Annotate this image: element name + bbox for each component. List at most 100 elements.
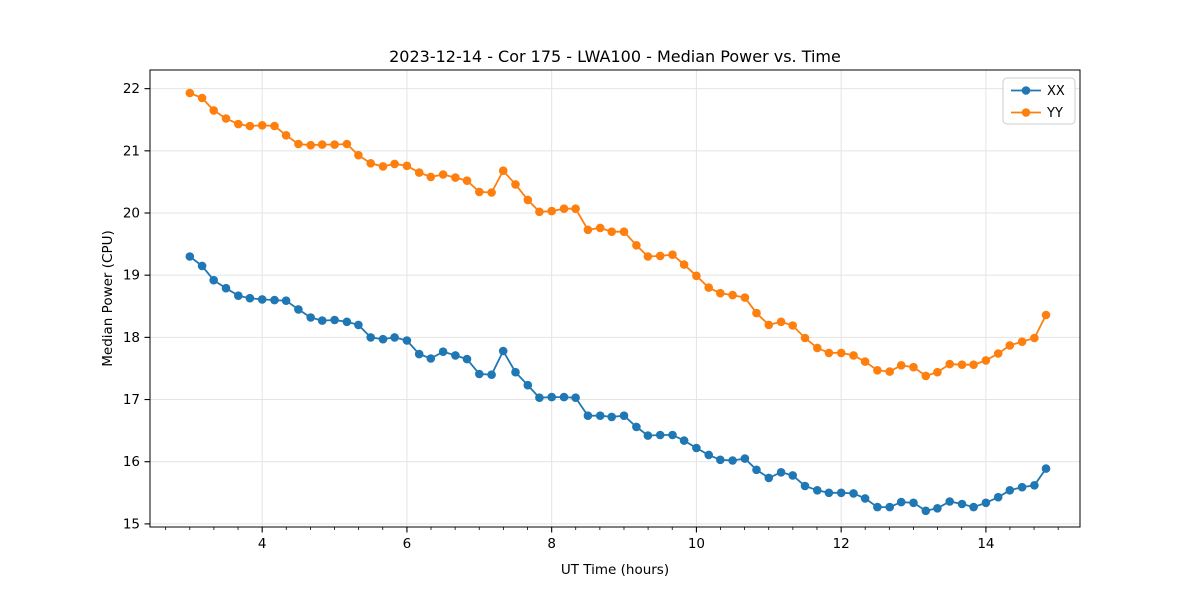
data-point-marker	[668, 430, 677, 440]
data-point-marker	[462, 176, 472, 185]
data-point-marker	[378, 334, 388, 344]
data-point-marker	[607, 412, 616, 422]
data-point-marker	[668, 250, 677, 259]
data-point-marker	[692, 443, 701, 453]
data-point-marker	[547, 206, 556, 216]
data-point-marker	[270, 121, 279, 131]
data-point-marker	[390, 159, 399, 169]
data-point-marker	[885, 502, 894, 512]
data-point-marker	[306, 140, 316, 150]
data-point-marker	[800, 333, 810, 343]
data-point-marker	[643, 252, 653, 261]
y-axis-label: Median Power (CPU)	[100, 230, 116, 366]
data-point-marker	[679, 260, 689, 269]
data-point-marker	[426, 354, 436, 363]
data-point-marker	[294, 139, 303, 149]
data-point-marker	[740, 454, 750, 463]
data-point-marker	[451, 351, 460, 360]
data-point-marker	[969, 502, 978, 512]
data-point-marker	[824, 348, 834, 358]
x-tick-label: 8	[547, 536, 556, 552]
data-point-marker	[704, 283, 713, 292]
data-point-marker	[245, 121, 255, 131]
data-point-marker	[957, 499, 967, 509]
data-point-marker	[813, 486, 822, 495]
data-point-marker	[402, 336, 412, 345]
y-tick-label: 22	[123, 81, 140, 97]
legend-swatch-marker	[1021, 108, 1031, 117]
data-point-marker	[330, 315, 339, 325]
data-point-marker	[776, 468, 786, 477]
data-point-marker	[716, 288, 725, 298]
data-point-marker	[571, 393, 580, 403]
data-point-marker	[957, 360, 967, 370]
data-point-marker	[487, 370, 496, 380]
x-tick-label: 10	[688, 536, 705, 552]
data-point-marker	[571, 204, 580, 213]
data-point-marker	[438, 347, 448, 357]
x-tick-label: 6	[403, 536, 412, 552]
plot-border	[149, 69, 1081, 528]
data-point-marker	[281, 296, 291, 306]
x-tick-label: 4	[258, 536, 267, 552]
data-point-marker	[1030, 333, 1039, 343]
data-point-marker	[487, 188, 496, 197]
data-point-marker	[824, 488, 834, 498]
axis-layer: 4 6 8 10 12 14 15 16 17 18 19 20 21 22	[123, 69, 1081, 552]
data-point-marker	[209, 106, 218, 115]
legend-label: YY	[1046, 106, 1063, 121]
y-tick-label: 18	[123, 330, 140, 346]
data-point-marker	[234, 291, 243, 301]
data-point-marker	[945, 359, 954, 369]
data-point-marker	[438, 170, 448, 179]
data-point-marker	[197, 93, 207, 103]
data-point-marker	[475, 187, 484, 197]
data-point-marker	[475, 369, 484, 379]
data-point-marker	[1005, 486, 1015, 495]
grid-layer	[150, 70, 1080, 527]
data-point-marker	[221, 283, 231, 293]
y-tick-label: 21	[123, 143, 140, 159]
data-point-marker	[981, 356, 991, 365]
data-point-marker	[366, 333, 376, 342]
data-point-marker	[788, 471, 797, 480]
data-point-marker	[1041, 464, 1051, 473]
data-point-marker	[234, 119, 243, 129]
data-point-marker	[185, 252, 195, 261]
data-point-marker	[185, 88, 195, 98]
chart-title: 2023-12-14 - Cor 175 - LWA100 - Median P…	[389, 47, 841, 66]
x-tick-label: 14	[977, 536, 994, 552]
data-point-marker	[511, 180, 520, 189]
data-point-marker	[933, 367, 942, 377]
data-point-marker	[583, 411, 593, 421]
data-point-marker	[945, 497, 954, 506]
data-point-marker	[354, 320, 363, 330]
y-tick-label: 16	[123, 454, 140, 470]
legend-item-XX: XX	[1011, 84, 1065, 99]
data-point-marker	[788, 321, 797, 330]
series-YY	[185, 88, 1051, 381]
data-point-marker	[704, 450, 713, 460]
data-point-marker	[595, 223, 605, 233]
data-point-marker	[535, 393, 544, 403]
data-point-marker	[752, 308, 761, 318]
legend-swatch-marker	[1021, 86, 1031, 95]
data-point-marker	[692, 271, 701, 281]
data-point-marker	[547, 392, 556, 402]
data-point-marker	[969, 360, 978, 370]
data-point-marker	[752, 465, 761, 475]
data-point-marker	[607, 227, 616, 236]
data-point-marker	[885, 367, 894, 376]
data-point-marker	[800, 481, 810, 491]
data-point-marker	[1030, 481, 1039, 490]
data-point-marker	[523, 195, 533, 205]
data-point-marker	[873, 502, 882, 512]
series-XX	[185, 252, 1051, 516]
data-point-marker	[257, 295, 267, 304]
legend: XX YY	[1002, 77, 1076, 125]
data-point-marker	[390, 333, 399, 342]
data-point-marker	[655, 430, 665, 440]
data-point-marker	[1017, 337, 1027, 347]
data-point-marker	[993, 349, 1003, 358]
